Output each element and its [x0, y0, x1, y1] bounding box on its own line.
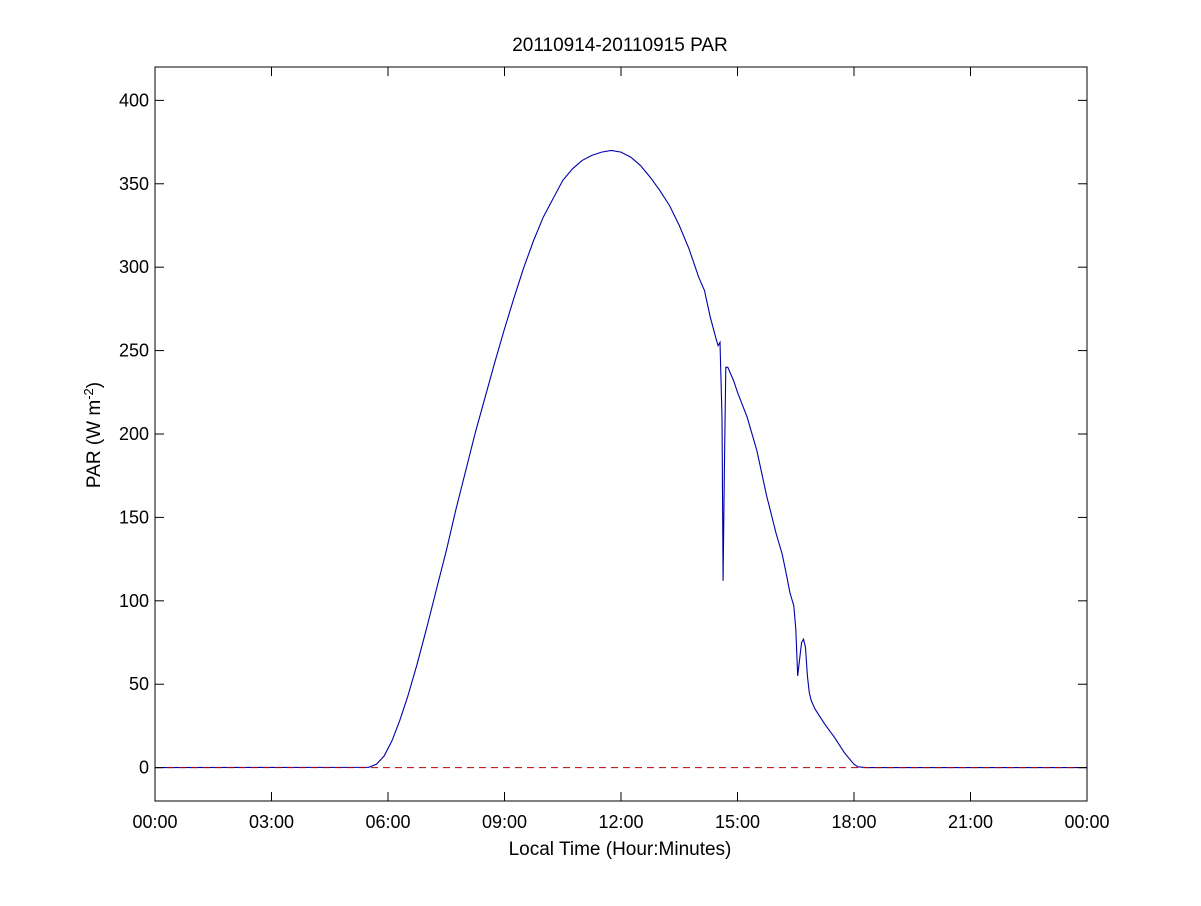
y-tick-label: 200: [119, 424, 149, 444]
y-tick-label: 0: [139, 758, 149, 778]
x-tick-label: 03:00: [249, 812, 294, 832]
ticks-layer: 00:00 03:00 06:00 09:00 12:00 15:00 18:00 21:00…: [119, 67, 1110, 832]
y-axis-title-close: ): [84, 382, 105, 388]
y-tick-label: 300: [119, 257, 149, 277]
y-axis-title: PAR (W m-2): [81, 382, 106, 488]
y-tick-label: 50: [129, 674, 149, 694]
y-tick-label: 100: [119, 591, 149, 611]
series-layer: [154, 149, 1087, 769]
y-tick-label: 150: [119, 507, 149, 527]
y-axis-title-main: PAR (W m: [84, 400, 105, 488]
x-tick-label: 18:00: [831, 812, 876, 832]
y-tick-label: 350: [119, 174, 149, 194]
y-axis-title-superscript: -2: [81, 388, 96, 400]
y-tick-label: 250: [119, 341, 149, 361]
x-tick-label: 09:00: [482, 812, 527, 832]
chart-title: 20110914-20110915 PAR: [512, 35, 728, 56]
x-tick-label: 06:00: [365, 812, 410, 832]
y-tick-label: 400: [119, 90, 149, 110]
plot-area: [155, 67, 1087, 801]
par-series-line: [154, 149, 1087, 769]
x-axis-title: Local Time (Hour:Minutes): [509, 839, 732, 860]
x-tick-label: 21:00: [948, 812, 993, 832]
x-tick-label: 00:00: [1064, 812, 1109, 832]
x-tick-label: 00:00: [132, 812, 177, 832]
x-tick-label: 15:00: [715, 812, 760, 832]
x-tick-label: 12:00: [598, 812, 643, 832]
